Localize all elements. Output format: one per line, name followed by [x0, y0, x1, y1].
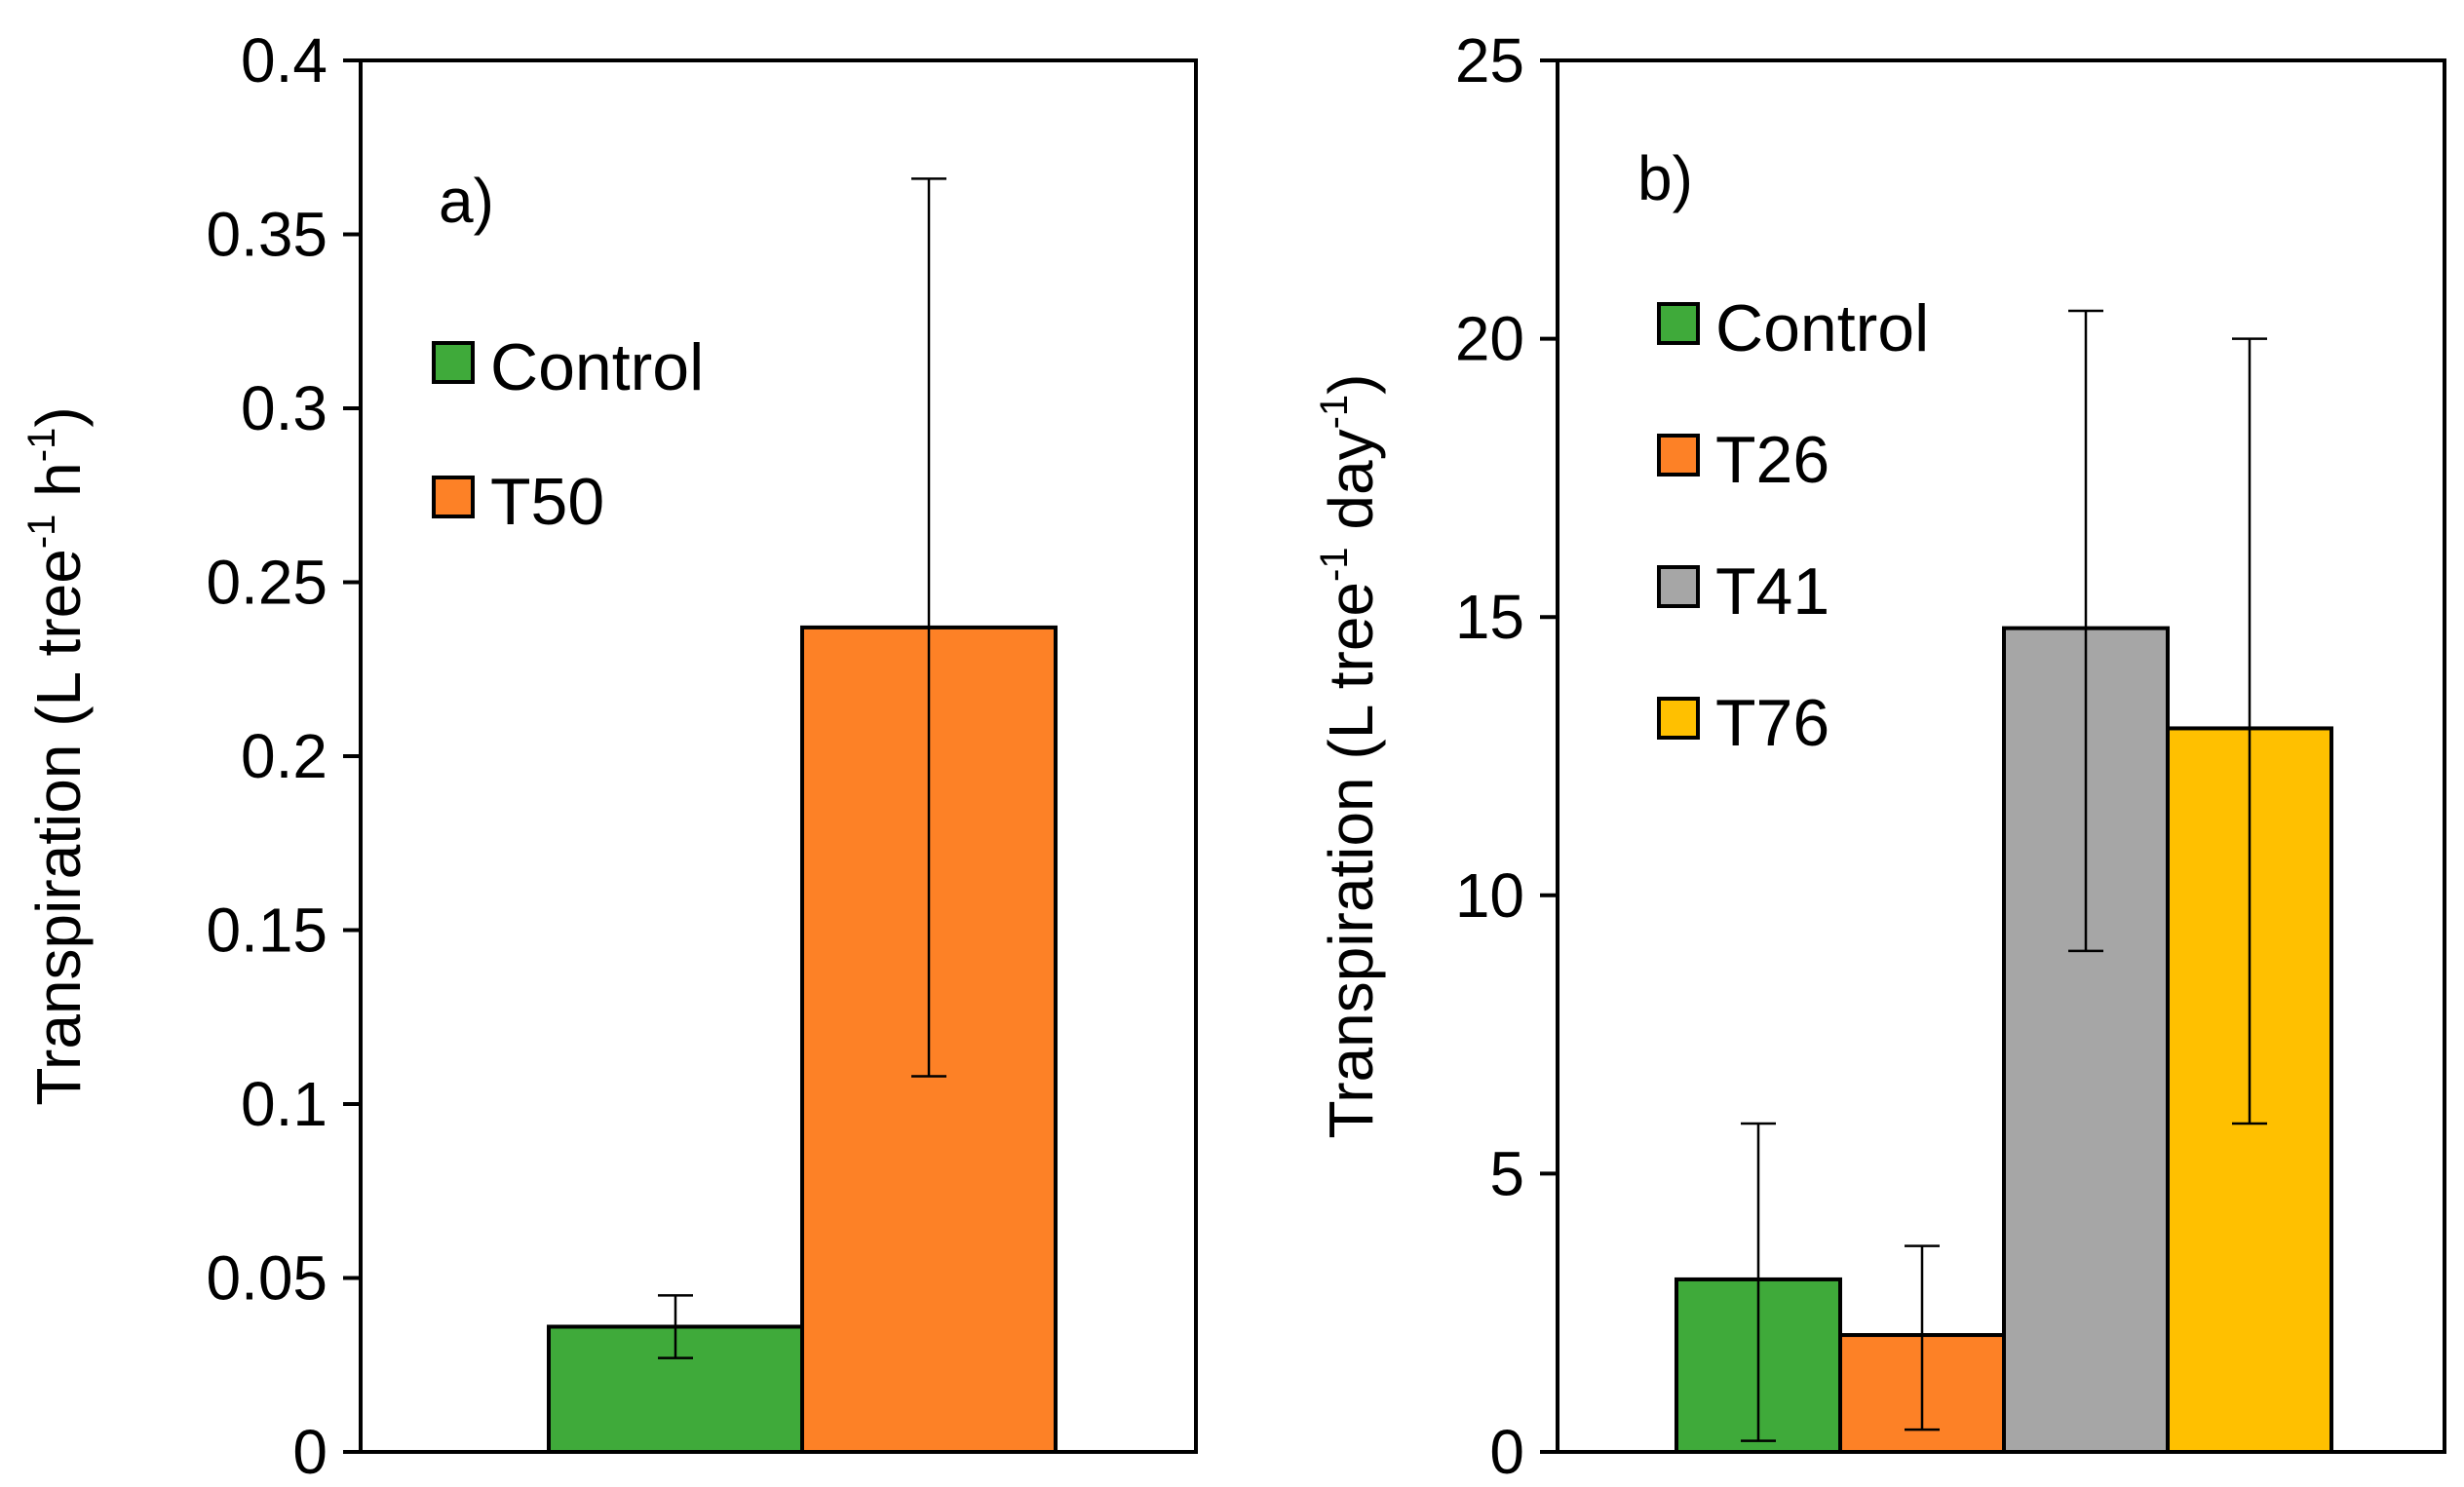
- legend-label-t76: T76: [1715, 686, 1829, 760]
- y-tick-label: 0.05: [206, 1243, 327, 1314]
- legend-swatch-t26: [1657, 434, 1700, 477]
- error-bar-t41: [2068, 309, 2103, 953]
- chart-panel-a: 0 0.05 0.1 0.15 0.2 0.25 0.3 0.35 0.4 Transpirati…: [20, 25, 1198, 1487]
- error-bar-t50: [911, 177, 946, 1078]
- plot-area-frame: [359, 58, 1198, 1454]
- y-tick-label: 0.35: [206, 200, 327, 270]
- y-tick-label: 0: [292, 1417, 327, 1487]
- y-axis-title: Transpiration (L tree-1 day-1): [1313, 374, 1386, 1139]
- y-tick-label: 15: [1455, 582, 1524, 652]
- y-tick-label: 5: [1489, 1138, 1524, 1208]
- legend-swatch-control: [432, 341, 475, 384]
- error-bar-control: [1741, 1122, 1776, 1442]
- y-tick-label: 10: [1455, 860, 1524, 931]
- legend: Control T26 T41 T76: [1657, 291, 1929, 760]
- panel-label: a): [439, 166, 494, 236]
- legend: Control T50: [432, 330, 704, 539]
- legend-label-t50: T50: [490, 465, 604, 539]
- panel-label: b): [1637, 143, 1693, 213]
- legend-label-t41: T41: [1715, 554, 1829, 629]
- error-bar-t26: [1905, 1244, 1940, 1431]
- legend-swatch-t41: [1657, 565, 1700, 608]
- y-axis-title: Transpiration (L tree-1 h-1): [20, 406, 94, 1105]
- error-bar-t76: [2232, 337, 2267, 1125]
- y-tick-label: 0.1: [241, 1069, 327, 1139]
- legend-label-control: Control: [1715, 291, 1929, 365]
- chart-panel-b: 0 5 10 15 20 25 Transpiration (L tree-1 day-1)…: [1313, 25, 2446, 1487]
- y-tick-label: 0.25: [206, 548, 327, 618]
- legend-swatch-t50: [432, 476, 475, 518]
- y-tick-label: 0.15: [206, 896, 327, 966]
- legend-label-control: Control: [490, 330, 704, 404]
- y-tick-label: 0: [1489, 1417, 1524, 1487]
- legend-swatch-t76: [1657, 697, 1700, 740]
- y-tick-label: 20: [1455, 304, 1524, 374]
- y-tick-label: 0.4: [241, 25, 327, 95]
- y-tick-label: 0.3: [241, 373, 327, 443]
- y-tick-label: 25: [1455, 25, 1524, 95]
- y-tick-label: 0.2: [241, 721, 327, 791]
- legend-swatch-control: [1657, 302, 1700, 345]
- error-bar-control: [658, 1294, 693, 1359]
- legend-label-t26: T26: [1715, 423, 1829, 497]
